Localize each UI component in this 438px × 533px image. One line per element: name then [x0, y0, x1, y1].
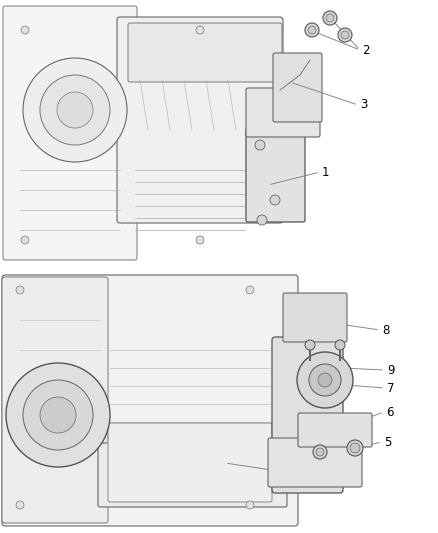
FancyBboxPatch shape — [272, 337, 343, 493]
FancyBboxPatch shape — [283, 293, 347, 342]
Circle shape — [21, 26, 29, 34]
Circle shape — [316, 448, 324, 456]
Circle shape — [57, 92, 93, 128]
Text: 9: 9 — [387, 364, 395, 376]
Circle shape — [246, 501, 254, 509]
Circle shape — [196, 236, 204, 244]
Circle shape — [318, 373, 332, 387]
Circle shape — [350, 443, 360, 453]
FancyBboxPatch shape — [98, 443, 287, 507]
Circle shape — [335, 340, 345, 350]
Circle shape — [255, 140, 265, 150]
Text: 2: 2 — [362, 44, 370, 56]
Circle shape — [16, 501, 24, 509]
Text: 5: 5 — [384, 435, 392, 448]
Text: 3: 3 — [360, 99, 367, 111]
Circle shape — [16, 286, 24, 294]
FancyBboxPatch shape — [298, 413, 372, 447]
FancyBboxPatch shape — [246, 128, 305, 222]
Circle shape — [40, 397, 76, 433]
Circle shape — [341, 31, 349, 39]
Text: 7: 7 — [387, 382, 395, 394]
FancyBboxPatch shape — [268, 438, 362, 487]
Circle shape — [196, 26, 204, 34]
Text: 1: 1 — [322, 166, 329, 179]
FancyBboxPatch shape — [273, 53, 322, 122]
Circle shape — [21, 236, 29, 244]
Circle shape — [40, 75, 110, 145]
Circle shape — [257, 215, 267, 225]
FancyBboxPatch shape — [108, 423, 272, 502]
Text: 8: 8 — [382, 324, 389, 336]
Circle shape — [270, 195, 280, 205]
Circle shape — [23, 58, 127, 162]
Circle shape — [347, 440, 363, 456]
Circle shape — [246, 286, 254, 294]
Circle shape — [6, 363, 110, 467]
Circle shape — [308, 26, 316, 34]
Circle shape — [309, 364, 341, 396]
Circle shape — [323, 11, 337, 25]
Text: 1: 1 — [274, 464, 282, 477]
Circle shape — [326, 14, 334, 22]
Circle shape — [338, 28, 352, 42]
FancyBboxPatch shape — [117, 17, 283, 223]
Text: 4: 4 — [342, 433, 350, 447]
FancyBboxPatch shape — [2, 275, 298, 526]
Circle shape — [23, 380, 93, 450]
Circle shape — [305, 23, 319, 37]
FancyBboxPatch shape — [128, 23, 282, 82]
Circle shape — [305, 340, 315, 350]
Circle shape — [297, 352, 353, 408]
FancyBboxPatch shape — [3, 6, 137, 260]
Text: 6: 6 — [386, 406, 393, 418]
Circle shape — [313, 445, 327, 459]
FancyBboxPatch shape — [246, 88, 320, 137]
FancyBboxPatch shape — [2, 277, 108, 523]
